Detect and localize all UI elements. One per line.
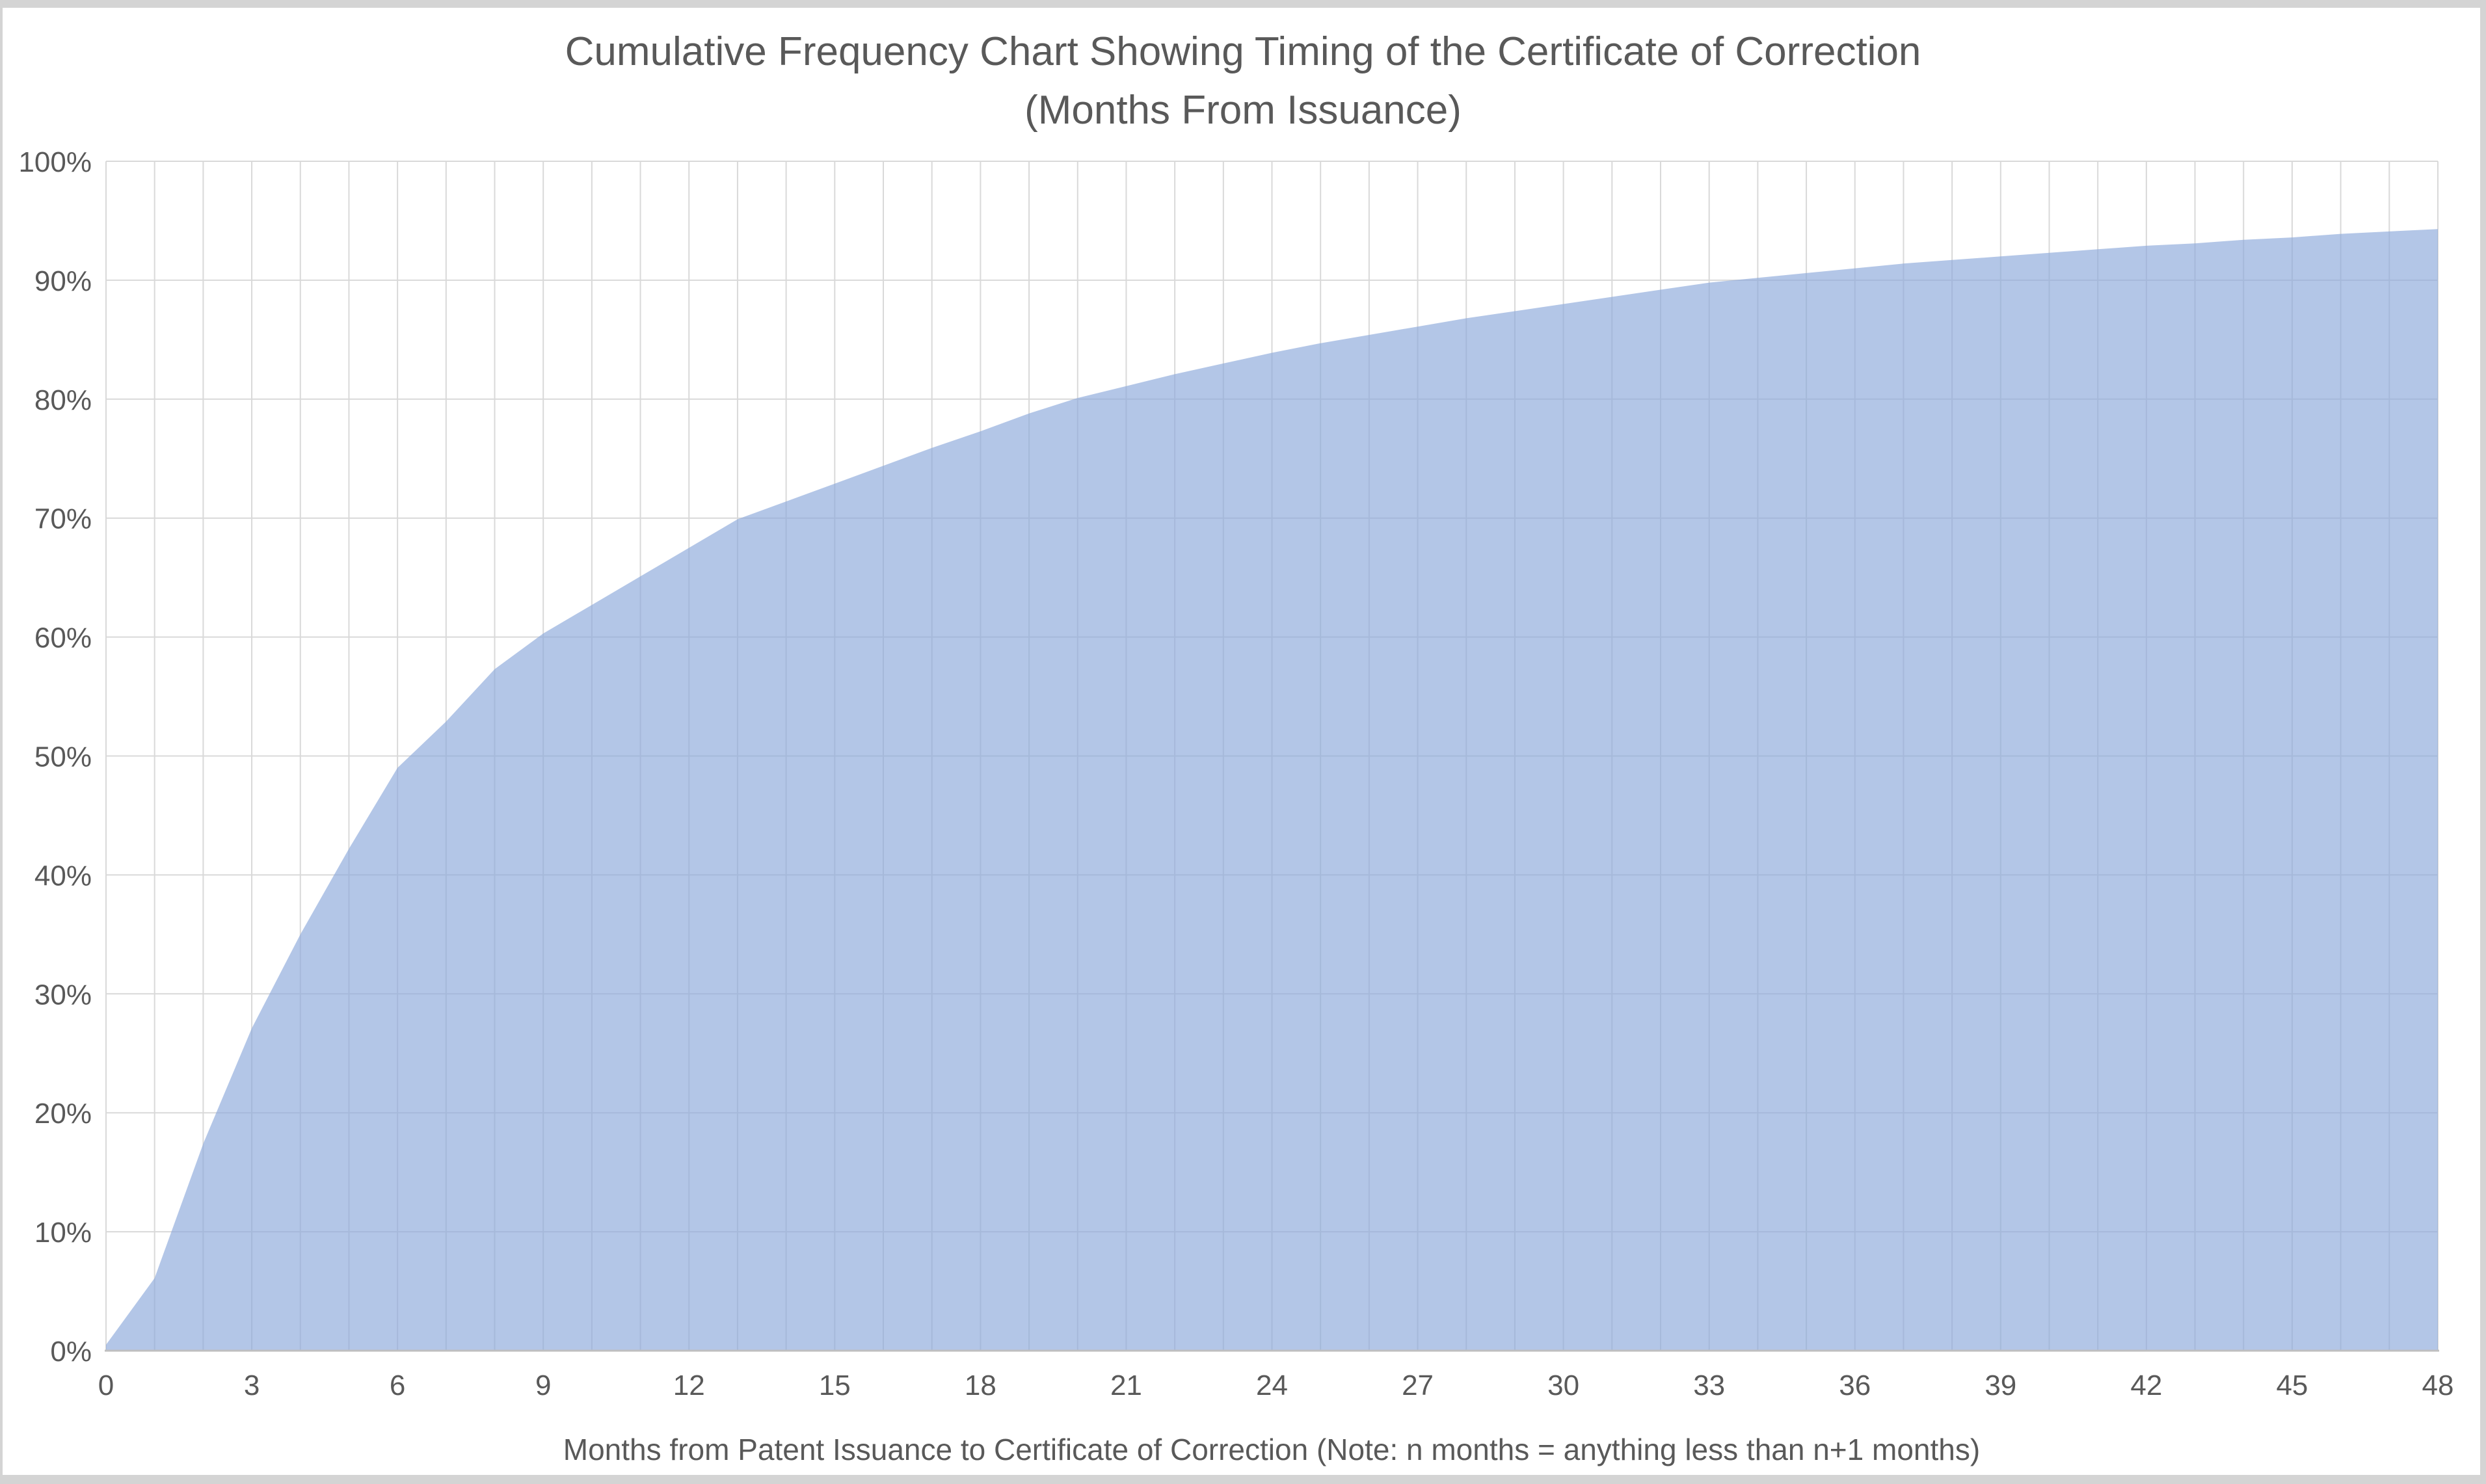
- x-tick-label: 9: [535, 1370, 551, 1401]
- x-tick-label: 27: [1402, 1370, 1434, 1401]
- x-tick-label: 42: [2130, 1370, 2162, 1401]
- x-tick-label: 6: [390, 1370, 405, 1401]
- x-tick-label: 30: [1547, 1370, 1579, 1401]
- window-edge-right: [2480, 0, 2486, 1484]
- window-edge-left: [0, 0, 3, 1484]
- chart-subtitle: (Months From Issuance): [1024, 88, 1462, 133]
- y-tick-label: 80%: [34, 384, 92, 416]
- y-tick-label: 0%: [50, 1336, 92, 1368]
- y-tick-label: 90%: [34, 265, 92, 297]
- y-tick-label: 100%: [18, 146, 92, 178]
- x-axis-title: Months from Patent Issuance to Certifica…: [563, 1433, 1980, 1466]
- x-tick-label: 0: [98, 1370, 114, 1401]
- x-tick-label: 33: [1693, 1370, 1725, 1401]
- y-tick-label: 60%: [34, 622, 92, 654]
- area-series: [106, 229, 2438, 1351]
- chart-title: Cumulative Frequency Chart Showing Timin…: [565, 29, 1921, 74]
- y-tick-label: 30%: [34, 979, 92, 1011]
- y-tick-label: 40%: [34, 860, 92, 892]
- x-tick-label: 21: [1110, 1370, 1142, 1401]
- tick-labels: 0%10%20%30%40%50%60%70%80%90%100%0 3 6 9 12 1…: [18, 146, 2453, 1401]
- cumulative-area-fill: [106, 229, 2438, 1351]
- y-tick-label: 50%: [34, 741, 92, 773]
- x-tick-label: 15: [819, 1370, 851, 1401]
- x-tick-label: 36: [1839, 1370, 1871, 1401]
- x-tick-label: 3: [244, 1370, 260, 1401]
- x-tick-label: 12: [673, 1370, 705, 1401]
- x-tick-label: 39: [1985, 1370, 2016, 1401]
- window-edge-top: [0, 0, 2486, 8]
- y-tick-label: 70%: [34, 503, 92, 535]
- x-tick-label: 18: [965, 1370, 996, 1401]
- x-tick-label: 45: [2276, 1370, 2308, 1401]
- x-tick-label: 48: [2422, 1370, 2454, 1401]
- y-tick-label: 10%: [34, 1217, 92, 1249]
- x-tick-label: 24: [1256, 1370, 1288, 1401]
- window-edge-bottom: [0, 1475, 2486, 1484]
- y-tick-label: 20%: [34, 1098, 92, 1130]
